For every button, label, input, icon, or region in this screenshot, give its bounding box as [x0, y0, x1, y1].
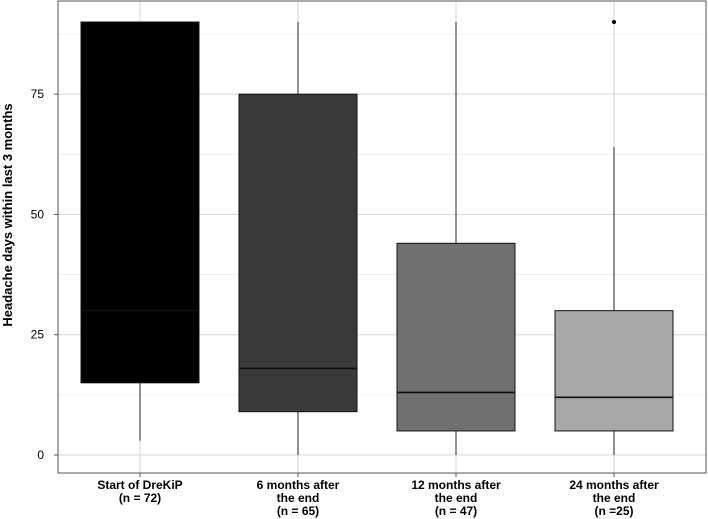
x-tick-label: 24 months after the end (n =25): [569, 478, 659, 518]
x-tick-label-line: the end: [277, 491, 320, 505]
iqr-box: [396, 242, 516, 432]
x-tick-label-line: Start of DreKiP: [97, 478, 182, 492]
iqr-box: [80, 21, 200, 384]
x-tick-labels: Start of DreKiP (n = 72)6 months after the…: [97, 478, 659, 518]
box-group: [80, 21, 200, 477]
y-tick-label: 50: [31, 207, 45, 221]
x-tick-label: 6 months after the end (n = 65): [257, 478, 340, 518]
panel-border: [57, 0, 707, 474]
x-tick-label-line: 24 months after: [569, 478, 659, 492]
box-group: [554, 20, 674, 477]
x-tick-label-line: (n = 72): [119, 491, 161, 505]
y-tick-label: 0: [37, 448, 44, 462]
x-tick-label-line: the end: [435, 491, 478, 505]
y-axis-title: Headache days within last 3 months: [0, 103, 15, 326]
x-tick-label-line: 6 months after: [257, 478, 340, 492]
outlier-point: [612, 20, 616, 24]
x-tick-label-line: the end: [593, 491, 636, 505]
iqr-box: [554, 310, 674, 432]
y-tick-label: 25: [31, 328, 45, 342]
y-tick-labels: 0 25 50 75: [31, 87, 58, 462]
boxes: [80, 20, 674, 477]
y-tick-label: 75: [31, 87, 45, 101]
box-group: [238, 22, 358, 477]
x-tick-label-line: (n =25): [594, 504, 633, 518]
x-tick-label: Start of DreKiP (n = 72): [97, 478, 182, 505]
x-tick-label-line: (n = 47): [435, 504, 477, 518]
x-tick-label: 12 months after the end (n = 47): [411, 478, 501, 518]
iqr-box: [238, 93, 358, 413]
x-tick-label-line: (n = 65): [277, 504, 319, 518]
x-tick-label-line: 12 months after: [411, 478, 501, 492]
box-group: [396, 22, 516, 477]
